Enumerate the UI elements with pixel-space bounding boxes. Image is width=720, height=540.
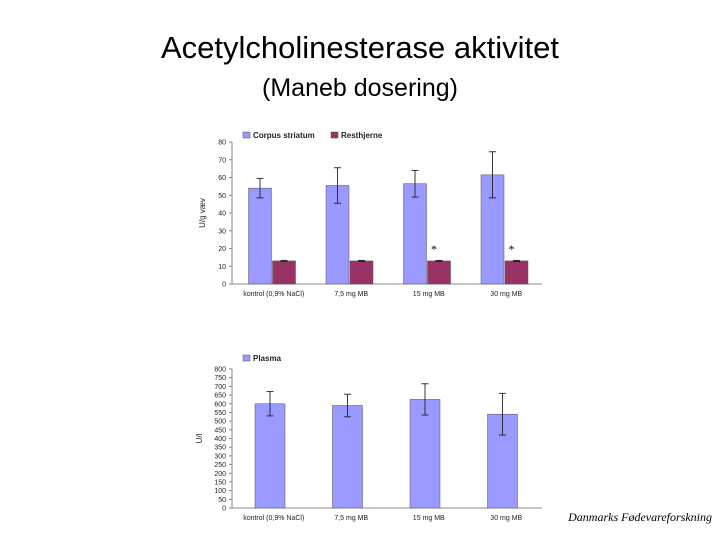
y-tick-label: 250: [214, 462, 226, 469]
y-tick-label: 400: [214, 436, 226, 443]
x-tick-label: 7,5 mg MB: [334, 291, 368, 298]
legend-swatch: [242, 131, 251, 139]
y-tick-label: 550: [214, 410, 226, 417]
x-tick-label: 30 mg MB: [490, 515, 522, 522]
y-tick-label: 80: [218, 140, 226, 147]
y-tick-label: 0: [222, 282, 226, 289]
x-tick-label: 15 mg MB: [413, 515, 445, 522]
legend-swatch: [330, 131, 339, 139]
y-tick-label: 800: [214, 367, 226, 374]
legend-swatch: [242, 354, 251, 362]
y-tick-label: 20: [218, 246, 226, 253]
y-axis-label: U/l: [195, 433, 204, 443]
x-tick-label: kontrol (0,9% NaCl): [243, 291, 304, 298]
y-tick-label: 50: [218, 497, 226, 504]
footer-institution: Danmarks Fødevareforskning: [568, 510, 712, 524]
bar: [332, 405, 363, 509]
y-tick-label: 50: [218, 193, 226, 200]
y-tick-label: 10: [218, 264, 226, 271]
y-tick-label: 450: [214, 427, 226, 434]
y-tick-label: 60: [218, 175, 226, 182]
y-tick-label: 700: [214, 384, 226, 391]
page-title: Acetylcholinesterase aktivitet: [160, 30, 560, 65]
y-tick-label: 200: [214, 471, 226, 478]
y-tick-label: 650: [214, 393, 226, 400]
bar: [409, 399, 441, 509]
y-tick-label: 0: [222, 506, 226, 513]
x-tick-label: 30 mg MB: [490, 291, 522, 298]
legend-label: Plasma: [253, 354, 282, 363]
significance-marker: *: [431, 242, 437, 256]
y-tick-label: 750: [214, 375, 226, 382]
y-axis-label: U/g væv: [198, 198, 207, 228]
y-tick-label: 300: [214, 453, 226, 460]
x-tick-label: 15 mg MB: [413, 291, 445, 298]
page-subtitle: (Maneb dosering): [262, 74, 458, 102]
y-tick-label: 150: [214, 479, 226, 486]
legend-label: Corpus striatum: [253, 131, 315, 140]
y-tick-label: 30: [218, 228, 226, 235]
y-tick-label: 100: [214, 488, 226, 495]
y-tick-label: 600: [214, 401, 226, 408]
y-tick-label: 500: [214, 419, 226, 426]
significance-marker: *: [509, 242, 515, 256]
x-tick-label: 7,5 mg MB: [334, 515, 368, 522]
x-tick-label: kontrol (0,9% NaCl): [243, 515, 304, 522]
y-tick-label: 350: [214, 445, 226, 452]
y-tick-label: 70: [218, 157, 226, 164]
bar: [254, 403, 286, 509]
y-tick-label: 40: [218, 211, 226, 218]
legend-label: Resthjerne: [341, 131, 383, 140]
